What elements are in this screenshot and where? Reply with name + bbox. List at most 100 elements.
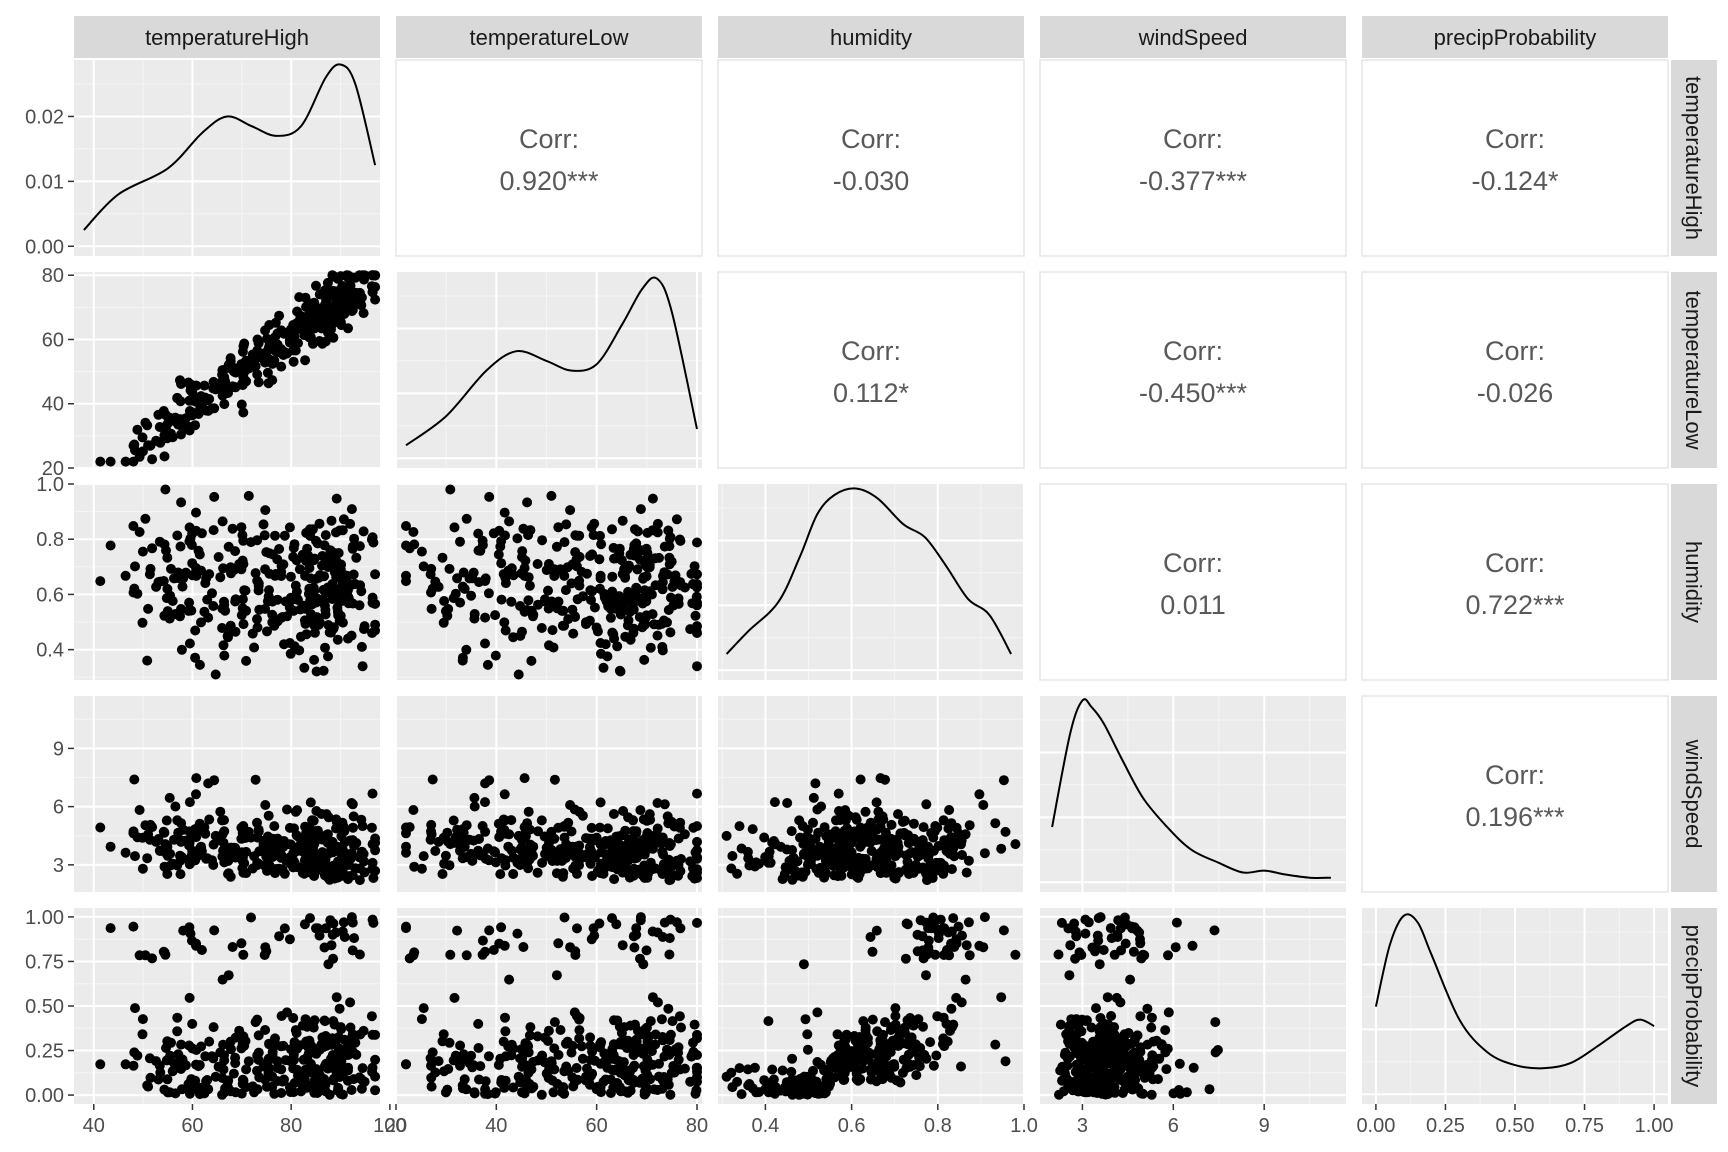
data-point [473,1018,484,1029]
y-tick-label: 40 [42,394,64,416]
y-tick-label: 0.8 [36,529,64,551]
data-point [307,338,318,349]
data-point [657,846,668,857]
data-point [911,1070,922,1081]
data-point [623,812,634,823]
data-point [908,818,919,829]
data-point [1086,1022,1097,1033]
data-point [329,271,340,282]
data-point [658,571,668,581]
data-point [617,515,628,526]
data-point [805,859,816,869]
data-point [1163,950,1173,961]
data-point [577,1053,588,1064]
data-point [253,826,264,837]
x-tick-label: 0.00 [1356,1115,1395,1137]
data-point [175,1057,185,1067]
data-point [732,1076,743,1087]
y-tick-label: 1.0 [36,474,64,496]
data-point [200,828,211,839]
data-point [639,654,650,665]
data-point [484,491,495,502]
data-point [227,523,238,534]
x-tick-label: 9 [1259,1115,1270,1137]
data-point [351,552,362,563]
data-point [220,605,231,616]
data-point [948,913,959,924]
data-point [587,871,598,881]
data-point [829,843,840,854]
data-point [199,606,210,617]
data-point [875,868,886,879]
x-axis-precipProbability: 0.00 0.25 0.50 0.75 1.00 [1356,1104,1674,1137]
data-point [526,655,537,666]
data-point [309,627,320,638]
data-point [162,419,173,429]
data-point [223,1075,234,1086]
data-point [299,1076,310,1087]
data-point [1142,1003,1153,1014]
data-point [260,1074,271,1085]
data-point [401,828,411,839]
data-point [299,615,310,626]
data-point [584,615,595,626]
data-point [160,484,171,495]
data-point [893,809,903,820]
data-point [623,615,634,626]
data-point [512,928,523,939]
data-point [543,1025,554,1036]
data-point [657,641,668,652]
data-point [638,572,649,583]
data-point [293,1070,303,1081]
data-point [629,942,640,953]
data-point [461,644,472,655]
data-point [670,1044,681,1055]
data-point [813,1084,824,1095]
data-point [829,1052,840,1062]
data-point [137,432,148,443]
data-point [495,541,506,552]
data-point [433,1056,444,1067]
data-point [921,970,931,981]
data-point [284,1082,295,1093]
data-point [1171,917,1182,928]
data-point [1076,950,1087,960]
data-point [185,385,196,396]
data-point [176,644,187,655]
data-point [207,855,217,866]
data-point [523,806,534,817]
data-point [546,490,557,501]
corr-value: 0.112* [833,378,910,408]
data-point [846,847,857,858]
data-point [574,1025,585,1036]
data-point [537,857,548,868]
data-point [616,1028,627,1038]
x-tick-label: 0.6 [838,1115,866,1137]
data-point [838,845,848,856]
data-point [154,422,165,432]
y-axis-precipProbability: 0.00 0.25 0.50 0.75 1.00 [25,907,74,1107]
data-point [194,818,205,829]
data-point [342,849,353,860]
data-point [557,620,568,631]
data-point [666,556,677,567]
data-point [483,1051,494,1062]
data-point [302,600,313,611]
data-point [282,611,292,622]
x-axis-windSpeed: 3 6 9 [1077,1104,1270,1137]
data-point [267,609,278,620]
data-point [953,921,964,932]
data-point [306,1059,316,1070]
data-point [297,1020,308,1031]
data-point [184,837,195,848]
data-point [320,605,331,615]
data-point [658,859,669,869]
data-point [458,567,469,578]
data-point [520,828,531,838]
data-point [480,797,490,808]
data-point [299,831,310,842]
corr-value: 0.920*** [499,166,599,196]
data-point [569,1007,580,1018]
strip-label-precipProbability: precipProbability [1434,25,1597,50]
data-point [328,332,339,343]
